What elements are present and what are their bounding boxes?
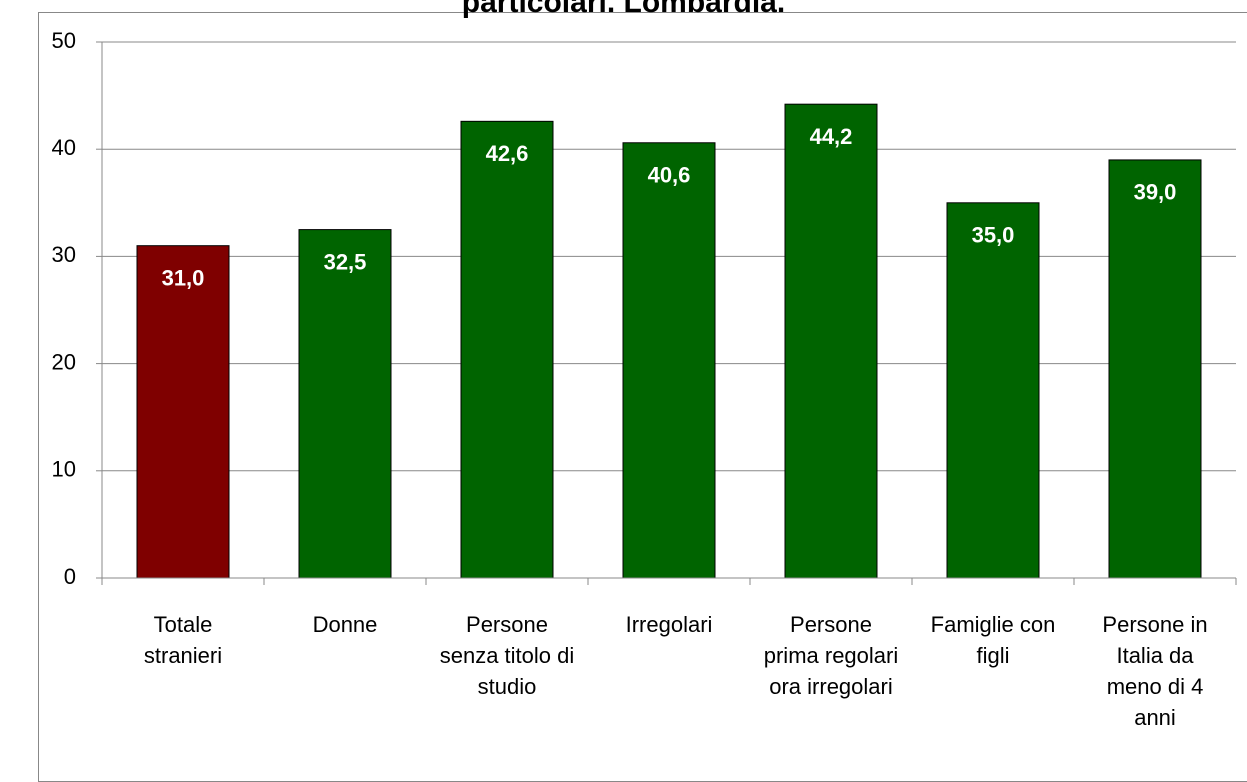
value-label: 32,5 xyxy=(324,249,367,274)
y-tick-label: 40 xyxy=(52,135,76,160)
bar xyxy=(136,245,230,579)
y-tick-label: 10 xyxy=(52,457,76,482)
value-label: 35,0 xyxy=(972,223,1015,248)
x-tick-label: Totale stranieri xyxy=(143,612,223,668)
chart-title: particolari. Lombardia. xyxy=(461,0,786,19)
y-tick-label: 50 xyxy=(52,28,76,53)
y-tick-label: 20 xyxy=(52,349,76,374)
x-tick-label: Donne xyxy=(312,612,378,637)
x-tick-label: Irregolari xyxy=(625,612,713,637)
value-label: 44,2 xyxy=(810,124,853,149)
x-tick-label: Persone in Italia da meno di 4 anni xyxy=(1102,612,1208,730)
x-tick-label: Famiglie con figli xyxy=(930,612,1056,668)
x-tick-label: Persone senza titolo di studio xyxy=(439,612,575,699)
value-label: 39,0 xyxy=(1134,180,1177,205)
bar xyxy=(784,103,878,579)
value-label: 40,6 xyxy=(648,163,691,188)
value-label: 42,6 xyxy=(486,141,529,166)
bar xyxy=(298,229,392,579)
bar xyxy=(622,142,716,579)
y-tick-label: 30 xyxy=(52,242,76,267)
value-label: 31,0 xyxy=(162,265,205,290)
y-tick-label: 0 xyxy=(64,564,76,589)
bar xyxy=(946,202,1040,579)
bar xyxy=(460,120,554,579)
x-tick-label: Persone prima regolari ora irregolari xyxy=(763,612,899,699)
bar xyxy=(1108,159,1202,579)
